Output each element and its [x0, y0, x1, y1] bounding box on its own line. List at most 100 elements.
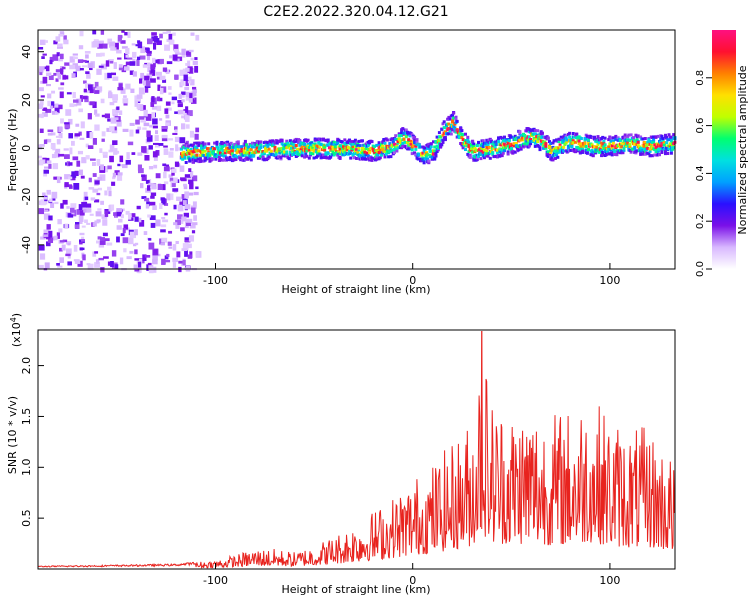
heatmap-cell [345, 148, 349, 152]
heatmap-cell [45, 138, 52, 143]
heatmap-cell [441, 139, 445, 143]
heatmap-cell [54, 201, 59, 205]
heatmap-cell [660, 150, 664, 154]
heatmap-cell [52, 103, 57, 108]
heatmap-cell [181, 157, 185, 161]
heatmap-cell [411, 144, 415, 148]
heatmap-cell [69, 147, 73, 155]
heatmap-cell [542, 146, 546, 150]
heatmap-cell [251, 141, 254, 145]
heatmap-cell [668, 144, 672, 148]
heatmap-cell [78, 45, 84, 50]
heatmap-cell [97, 176, 103, 181]
heatmap-cell [506, 142, 510, 146]
heatmap-cell [187, 254, 192, 259]
heatmap-cell [417, 153, 421, 156]
heatmap-cell [413, 141, 417, 145]
heatmap-cell [535, 136, 538, 140]
heatmap-cell [55, 148, 61, 153]
heatmap-cell [652, 138, 656, 142]
heatmap-cell [113, 62, 117, 69]
heatmap-cell [83, 208, 90, 213]
heatmap-cell [50, 132, 56, 136]
heatmap-cell [587, 138, 590, 142]
heatmap-cell [64, 122, 70, 125]
heatmap-cell [168, 246, 173, 249]
heatmap-cell [307, 156, 311, 160]
heatmap-cell [203, 149, 207, 153]
heatmap-cell [252, 154, 256, 158]
heatmap-cell [364, 153, 368, 157]
heatmap-cell [183, 183, 187, 187]
heatmap-cell [72, 92, 76, 99]
heatmap-cell [447, 132, 451, 136]
heatmap-cell [447, 115, 451, 119]
heatmap-cell [556, 155, 560, 159]
heatmap-cell [86, 263, 91, 266]
heatmap-cell [169, 148, 174, 151]
heatmap-cell [182, 110, 187, 115]
heatmap-cell [514, 141, 518, 145]
heatmap-cell [84, 196, 89, 201]
heatmap-cell [368, 158, 372, 162]
heatmap-cell [558, 150, 562, 154]
heatmap-cell [146, 50, 152, 54]
heatmap-cell [484, 143, 488, 147]
heatmap-cell [125, 159, 131, 165]
heatmap-cell [66, 92, 72, 95]
heatmap-cell [620, 145, 624, 149]
heatmap-cell [213, 141, 217, 145]
heatmap-cell [155, 38, 160, 42]
heatmap-cell [233, 142, 237, 146]
heatmap-cell [529, 142, 533, 146]
heatmap-cell [195, 252, 200, 257]
heatmap-cell [406, 130, 409, 134]
heatmap-cell [487, 145, 491, 149]
heatmap-cell [170, 193, 174, 200]
heatmap-cell [128, 237, 134, 245]
heatmap-cell [147, 62, 153, 67]
heatmap-cell [55, 135, 61, 138]
heatmap-cell [435, 135, 439, 139]
heatmap-cell [52, 54, 59, 61]
heatmap-cell [201, 149, 205, 153]
heatmap-cell [333, 145, 337, 149]
heatmap-cell [629, 133, 633, 137]
heatmap-cell [223, 149, 227, 152]
heatmap-cell [551, 158, 555, 162]
heatmap-cell [127, 57, 133, 60]
heatmap-cell [79, 232, 85, 236]
heatmap-cell [45, 65, 50, 72]
heatmap-cell [469, 142, 473, 146]
heatmap-cell [661, 139, 665, 142]
heatmap-cell [150, 78, 156, 83]
heatmap-cell [187, 110, 193, 117]
heatmap-cell [370, 140, 374, 144]
heatmap-cell [185, 76, 192, 83]
heatmap-cell [294, 144, 298, 147]
heatmap-cell [313, 142, 317, 146]
heatmap-cell [372, 145, 376, 149]
heatmap-cell [53, 176, 58, 180]
heatmap-cell [79, 210, 85, 216]
heatmap-cell [508, 142, 512, 146]
heatmap-cell [60, 118, 64, 124]
heatmap-cell [85, 155, 90, 160]
heatmap-cell [42, 76, 48, 84]
heatmap-cell [161, 134, 168, 139]
heatmap-cell [493, 140, 497, 144]
heatmap-cell [56, 139, 61, 145]
heatmap-cell [62, 75, 69, 80]
heatmap-cell [454, 115, 458, 119]
heatmap-cell [460, 136, 464, 139]
heatmap-cell [146, 48, 150, 53]
heatmap-cell [413, 135, 417, 139]
heatmap-cell [383, 150, 387, 153]
heatmap-cell [529, 130, 533, 134]
heatmap-cell [147, 53, 151, 61]
heatmap-cell [258, 156, 262, 160]
heatmap-cell [377, 143, 381, 147]
heatmap-cell [86, 203, 92, 208]
heatmap-cell [112, 76, 119, 81]
heatmap-cell [102, 219, 108, 226]
